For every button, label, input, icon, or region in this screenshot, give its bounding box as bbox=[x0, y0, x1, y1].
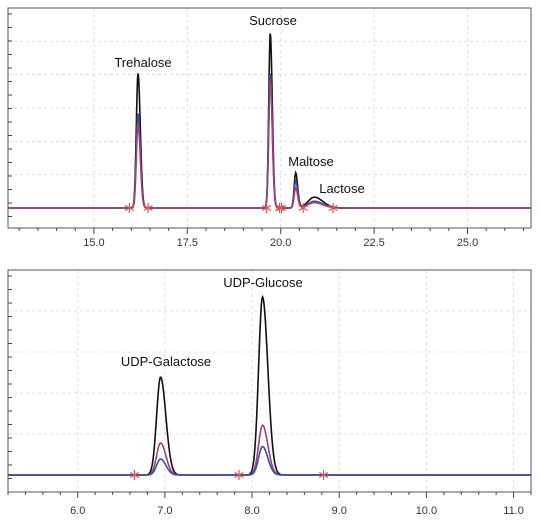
peak-label-udp-glucose: UDP-Glucose bbox=[223, 275, 302, 290]
chromatogram-trace bbox=[8, 80, 531, 209]
peak-label-udp-galactose: UDP-Galactose bbox=[121, 354, 211, 369]
integration-marker bbox=[274, 203, 285, 213]
x-tick-label: 22.5 bbox=[363, 237, 384, 249]
peak-label-lactose: Lactose bbox=[319, 181, 365, 196]
nucleotide-sugar-chromatogram-panel: 6.0 7.0 8.0 9.0 10.0 11.0 UDP-Galactose UDP-Glu… bbox=[7, 269, 532, 517]
integration-marker bbox=[318, 470, 329, 480]
plot-frame bbox=[7, 269, 532, 493]
peak-label-maltose: Maltose bbox=[288, 154, 334, 169]
integration-marker bbox=[129, 470, 140, 480]
plot-frame bbox=[7, 7, 532, 229]
sugar-chromatogram-panel: 15.0 17.5 20.0 22.5 25.0 Trehalose Sucrose Malt… bbox=[7, 7, 532, 249]
x-tick-label: 25.0 bbox=[457, 237, 478, 249]
chromatogram-trace bbox=[8, 445, 531, 476]
peak-label-trehalose: Trehalose bbox=[114, 55, 171, 70]
x-tick-label: 9.0 bbox=[332, 505, 347, 517]
peak-label-sucrose: Sucrose bbox=[249, 13, 297, 28]
x-tick-label: 10.0 bbox=[416, 505, 437, 517]
integration-marker bbox=[261, 203, 272, 213]
x-tick-label: 11.0 bbox=[503, 505, 524, 517]
x-tick-label: 20.0 bbox=[270, 237, 291, 249]
integration-marker bbox=[143, 203, 153, 213]
integration-marker bbox=[276, 203, 287, 213]
chromatogram-trace bbox=[8, 424, 531, 476]
x-tick-label: 8.0 bbox=[244, 505, 259, 517]
integration-marker bbox=[328, 203, 338, 213]
x-tick-label: 6.0 bbox=[70, 505, 85, 517]
x-tick-label: 17.5 bbox=[177, 237, 198, 249]
chromatogram-trace bbox=[8, 294, 531, 476]
x-tick-label: 15.0 bbox=[83, 237, 104, 249]
x-tick-label: 7.0 bbox=[157, 505, 172, 517]
integration-marker bbox=[124, 203, 135, 213]
integration-marker bbox=[234, 470, 244, 480]
integration-marker bbox=[298, 203, 308, 213]
